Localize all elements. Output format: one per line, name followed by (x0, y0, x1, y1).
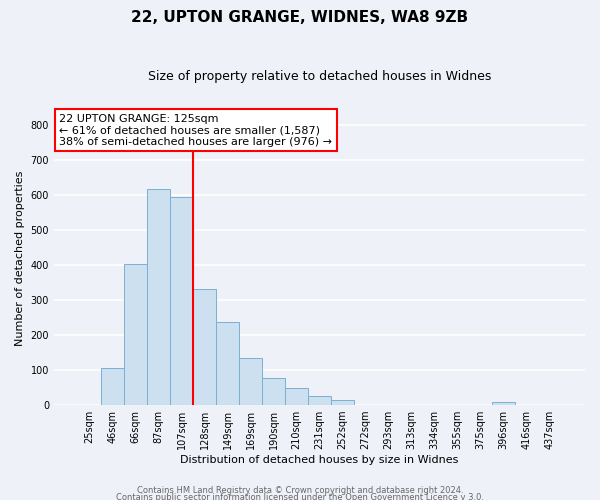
Text: 22 UPTON GRANGE: 125sqm
← 61% of detached houses are smaller (1,587)
38% of semi: 22 UPTON GRANGE: 125sqm ← 61% of detache… (59, 114, 332, 146)
Title: Size of property relative to detached houses in Widnes: Size of property relative to detached ho… (148, 70, 491, 83)
Bar (147, 190, 170, 405)
Bar (285, 388, 308, 405)
Bar (262, 378, 285, 405)
Bar (331, 400, 354, 405)
Text: Contains HM Land Registry data © Crown copyright and database right 2024.: Contains HM Land Registry data © Crown c… (137, 486, 463, 495)
Bar (101, 368, 124, 405)
Bar (239, 358, 262, 405)
Bar (124, 264, 147, 405)
Bar (193, 290, 216, 405)
Bar (492, 402, 515, 405)
X-axis label: Distribution of detached houses by size in Widnes: Distribution of detached houses by size … (180, 455, 458, 465)
Y-axis label: Number of detached properties: Number of detached properties (15, 170, 25, 346)
Bar (308, 396, 331, 405)
Bar (170, 197, 193, 405)
Text: Contains public sector information licensed under the Open Government Licence v : Contains public sector information licen… (116, 494, 484, 500)
Text: 22, UPTON GRANGE, WIDNES, WA8 9ZB: 22, UPTON GRANGE, WIDNES, WA8 9ZB (131, 10, 469, 25)
Bar (216, 322, 239, 405)
